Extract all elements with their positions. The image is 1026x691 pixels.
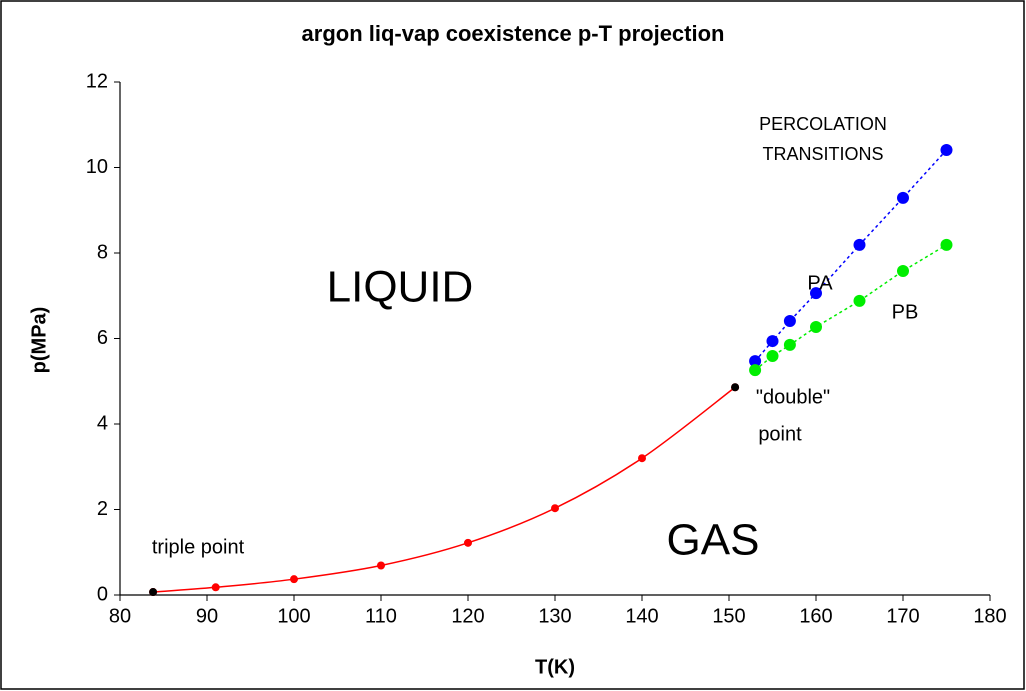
data-point (211, 583, 220, 592)
annotation: GAS (667, 516, 760, 565)
data-point (783, 314, 796, 327)
data-point (766, 335, 779, 348)
x-tick-label: 130 (538, 605, 571, 627)
y-axis-label: p(MPa) (28, 307, 50, 374)
data-point (377, 561, 385, 570)
annotation: TRANSITIONS (762, 144, 883, 164)
x-tick-label: 140 (625, 605, 658, 627)
data-point (464, 538, 472, 547)
data-point (940, 143, 953, 156)
annotation: triple point (152, 536, 245, 558)
y-tick-label: 2 (97, 498, 108, 520)
x-tick-label: 90 (196, 605, 218, 627)
annotation: PB (892, 301, 919, 323)
x-tick-label: 100 (277, 605, 310, 627)
data-point (897, 264, 909, 277)
data-point (897, 191, 909, 204)
data-point (638, 454, 646, 463)
annotation: LIQUID (327, 263, 474, 312)
data-point (551, 504, 559, 513)
x-tick-label: 110 (365, 605, 397, 627)
data-point (749, 364, 762, 377)
annotation: "double" (756, 386, 830, 408)
data-point (853, 238, 866, 251)
data-point (853, 294, 866, 307)
x-tick-label: 80 (109, 605, 131, 627)
data-point (940, 238, 953, 251)
annotation: PERCOLATION (759, 114, 887, 134)
annotation: point (758, 423, 802, 445)
y-tick-label: 12 (86, 70, 108, 92)
x-tick-label: 170 (886, 605, 919, 627)
x-tick-label: 120 (451, 605, 484, 627)
annotation: PA (807, 272, 833, 294)
y-tick-label: 4 (97, 412, 108, 434)
y-tick-label: 6 (97, 327, 108, 349)
x-tick-label: 150 (712, 605, 745, 627)
chart-title: argon liq-vap coexistence p-T projection (302, 21, 725, 46)
y-tick-label: 8 (97, 241, 108, 263)
data-point (810, 287, 822, 300)
x-tick-label: 160 (799, 605, 832, 627)
x-tick-label: 180 (973, 605, 1006, 627)
data-point (766, 350, 779, 363)
data-point (149, 588, 158, 597)
data-point (290, 575, 298, 584)
y-tick-label: 0 (97, 583, 108, 605)
data-point (731, 383, 740, 392)
x-axis-label: T(K) (535, 656, 575, 678)
y-tick-label: 10 (86, 156, 108, 178)
data-point (783, 338, 796, 351)
data-point (749, 355, 762, 368)
data-point (810, 320, 822, 333)
